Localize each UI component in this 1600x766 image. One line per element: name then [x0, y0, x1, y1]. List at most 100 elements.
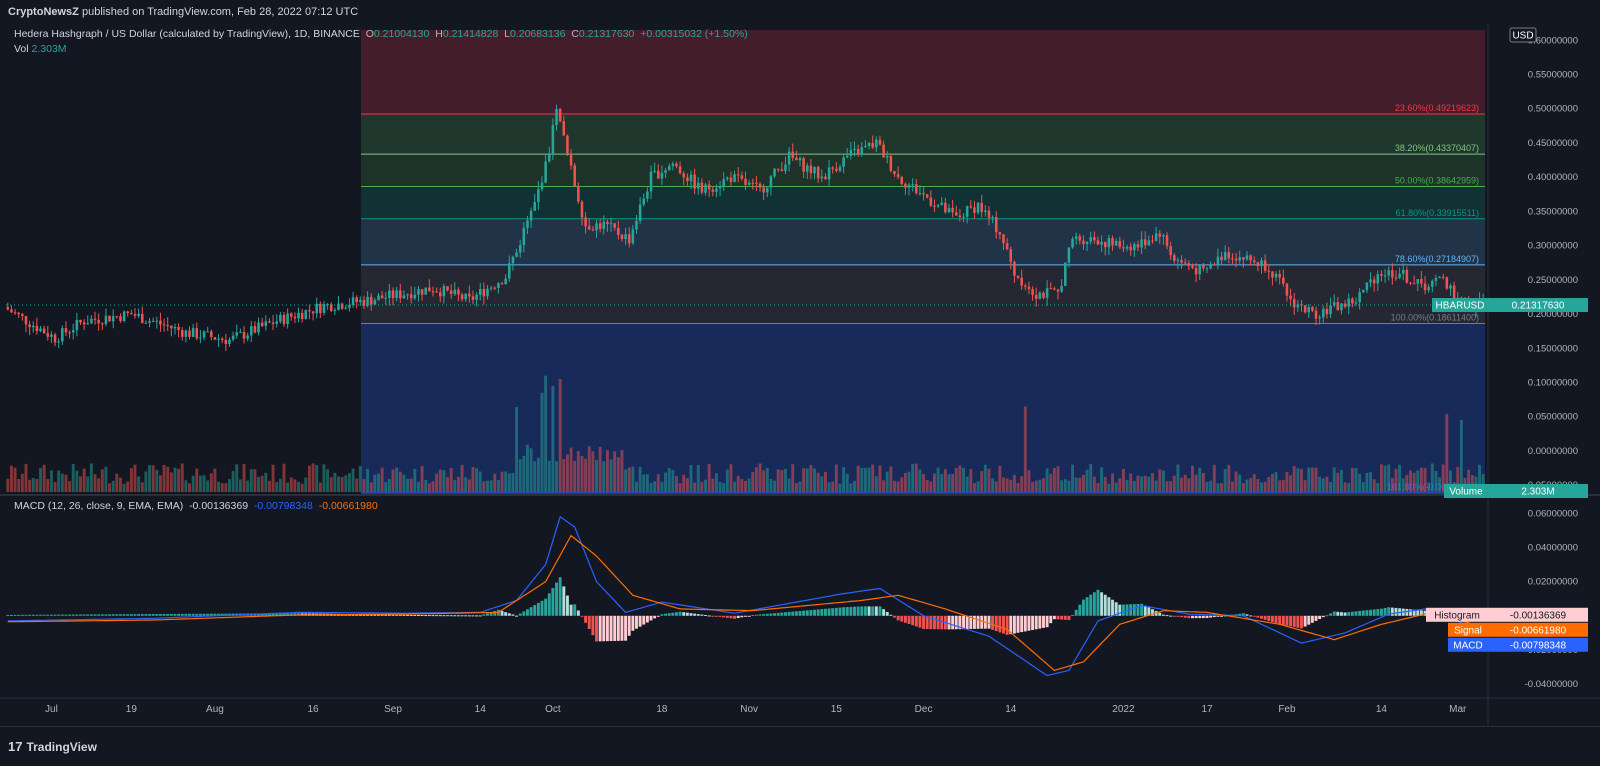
- candle-body: [1038, 292, 1042, 299]
- chart-area[interactable]: 23.60%(0.49219623) 38.20%(0.43370407) 50.0…: [0, 24, 1600, 726]
- macd-line: [7, 515, 1484, 677]
- volume-bar: [900, 477, 904, 492]
- macd-histogram-bar: [413, 614, 417, 616]
- candle-body: [980, 202, 983, 212]
- candle-body: [137, 313, 140, 316]
- volume-bar: [438, 469, 442, 492]
- macd-histogram-bar: [605, 615, 609, 642]
- candle-body: [940, 202, 944, 206]
- candle-body: [813, 166, 816, 174]
- candle-body: [856, 148, 860, 155]
- macd-histogram-bar: [35, 614, 39, 616]
- candle-body: [740, 175, 744, 179]
- volume-bar: [1002, 477, 1005, 492]
- volume-bar: [816, 472, 820, 492]
- candle-body: [936, 205, 940, 207]
- volume-bar: [464, 477, 468, 492]
- candle-body: [944, 202, 947, 213]
- candle-body: [577, 185, 580, 202]
- volume-bar: [304, 477, 308, 492]
- macd-histogram-bar: [722, 615, 726, 618]
- macd-histogram-bar: [64, 614, 68, 616]
- macd-tag-label: MACD: [1453, 640, 1482, 651]
- macd-histogram-bar: [1201, 615, 1205, 619]
- macd-histogram-bar: [71, 614, 75, 616]
- macd-histogram-bar: [544, 598, 548, 616]
- candle-body: [816, 166, 820, 179]
- macd-histogram-bar: [1350, 611, 1354, 616]
- candle-body: [907, 184, 911, 188]
- macd-histogram-bar: [289, 613, 293, 616]
- candle-body: [1082, 240, 1085, 245]
- volume-bar: [1260, 482, 1263, 492]
- macd-histogram-bar: [860, 606, 864, 616]
- volume-bar: [511, 472, 515, 492]
- volume-bar: [762, 470, 766, 492]
- candle-body: [1122, 247, 1125, 249]
- candle-body: [904, 183, 907, 188]
- volume-bar: [1390, 477, 1394, 492]
- macd-histogram-bar: [664, 613, 668, 616]
- candle-body: [1118, 240, 1122, 248]
- volume-bar: [1209, 480, 1213, 492]
- macd-histogram-bar: [169, 613, 173, 616]
- volume-bar: [1343, 482, 1347, 492]
- macd-histogram-bar: [180, 613, 184, 616]
- macd-histogram-bar: [1241, 613, 1245, 616]
- volume-bar: [89, 463, 93, 492]
- macd-histogram-bar: [79, 614, 82, 616]
- volume-bar: [340, 477, 344, 492]
- volume-bar: [983, 464, 987, 492]
- candle-body: [57, 341, 60, 343]
- volume-bar: [1289, 475, 1293, 492]
- volume-bar: [1074, 477, 1078, 492]
- candle-body: [224, 339, 228, 345]
- candle-body: [1009, 249, 1013, 262]
- macd-histogram-bar: [1107, 597, 1111, 616]
- volume-bar: [569, 447, 573, 492]
- volume-bar: [1467, 469, 1471, 492]
- volume-bar: [453, 480, 457, 492]
- macd-histogram-bar: [195, 613, 199, 616]
- macd-histogram-bar: [584, 615, 588, 623]
- volume-bar: [1172, 475, 1176, 492]
- candle-body: [711, 189, 715, 192]
- volume-bar: [1180, 477, 1184, 492]
- volume-bar: [416, 481, 420, 492]
- candle-body: [1318, 317, 1321, 319]
- macd-histogram-bar: [784, 612, 787, 616]
- macd-histogram-bar: [435, 615, 439, 617]
- price-axis-label: 0.00000000: [1528, 446, 1578, 457]
- macd-histogram-bar: [1318, 615, 1322, 620]
- candle-body: [686, 177, 689, 182]
- signal-tag-value: -0.00661980: [1510, 625, 1567, 636]
- volume-bar: [1067, 480, 1071, 492]
- macd-histogram-bar: [464, 615, 468, 617]
- macd-histogram-bar: [1354, 611, 1358, 616]
- candle-body: [1205, 268, 1209, 270]
- volume-bar: [1369, 472, 1372, 492]
- macd-histogram-bar: [467, 615, 471, 617]
- macd-histogram-bar: [903, 615, 907, 623]
- candle-body: [264, 321, 268, 327]
- macd-histogram-bar: [1409, 609, 1412, 616]
- volume-bar: [427, 483, 431, 492]
- volume-bar: [765, 467, 769, 492]
- macd-histogram-bar: [991, 615, 995, 630]
- macd-histogram-bar: [918, 615, 922, 628]
- macd-histogram-bar: [278, 613, 282, 616]
- volume-bar: [751, 472, 755, 492]
- macd-histogram-bar: [424, 615, 428, 617]
- price-axis-label: 0.55000000: [1528, 69, 1578, 80]
- volume-bar: [933, 473, 936, 492]
- candle-body: [1045, 288, 1049, 298]
- candle-body: [220, 338, 224, 340]
- macd-histogram-bar: [1314, 615, 1318, 621]
- candle-body: [271, 322, 275, 324]
- volume-bar: [158, 475, 162, 492]
- candle-body: [511, 256, 515, 264]
- volume-bar: [889, 466, 893, 492]
- candle-body: [1198, 265, 1202, 275]
- candle-body: [304, 310, 308, 319]
- macd-histogram-bar: [758, 614, 762, 616]
